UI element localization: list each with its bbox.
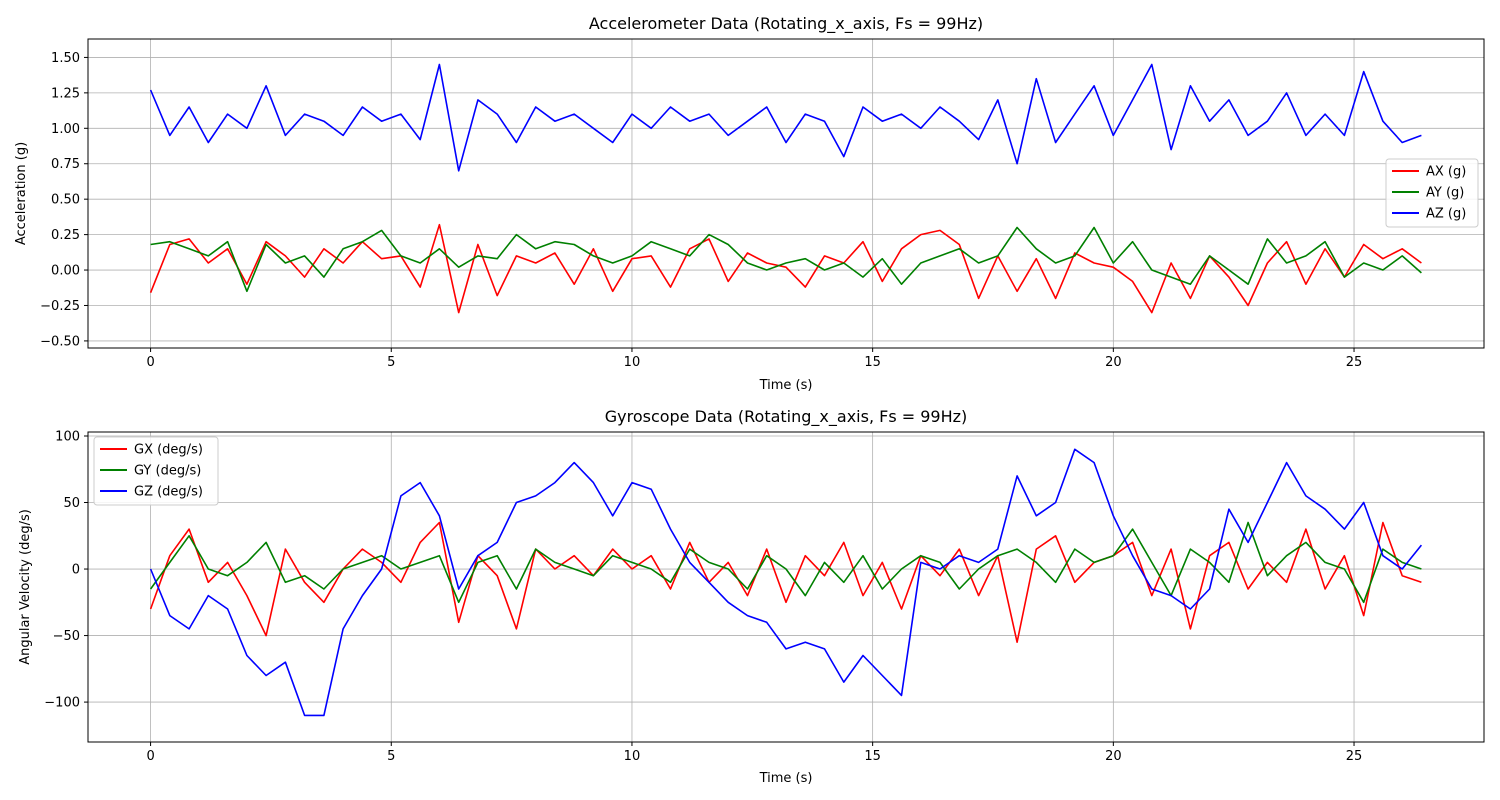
accel-y-tick-label: 0.25: [51, 228, 80, 243]
gyro-x-tick-label: 15: [864, 749, 881, 764]
accel-y-tick-label: 0.75: [51, 157, 80, 172]
accelerometer-chart: Accelerometer Data (Rotating_x_axis, Fs …: [14, 14, 1485, 393]
gyro-x-tick-label: 20: [1105, 749, 1122, 764]
series-ax-line: [149, 223, 1422, 314]
gyro-y-tick-label: 0: [72, 563, 80, 578]
gyroscope-chart-title: Gyroscope Data (Rotating_x_axis, Fs = 99…: [605, 407, 968, 427]
series-gx-line: [149, 521, 1422, 644]
gyroscope-chart: Gyroscope Data (Rotating_x_axis, Fs = 99…: [18, 407, 1485, 786]
gyroscope-x-axis-label: Time (s): [759, 771, 813, 786]
accel-x-tick-label: 20: [1105, 355, 1122, 370]
series-ay-line: [150, 226, 1422, 293]
gyro-x-tick-label: 25: [1346, 749, 1363, 764]
series-gz-line: [149, 448, 1423, 717]
gyro-x-tick-label: 0: [146, 749, 154, 764]
gyro-x-tick-label: 10: [624, 749, 641, 764]
accel-x-tick-label: 25: [1346, 355, 1363, 370]
series-az-line: [149, 63, 1422, 172]
gyroscope-series: [149, 448, 1423, 717]
accel-x-tick-label: 5: [387, 355, 395, 370]
accel-legend-box: [1385, 158, 1479, 228]
accelerometer-ticks: 0 5 10 15 20 25 −0.50 −0.25 0.00 0.25 0.50 0.75 1.00…: [40, 51, 1362, 370]
legend-label-ax: AX (g): [1426, 165, 1466, 180]
legend-label-gx: GX (deg/s): [134, 443, 203, 458]
legend-label-gz: GZ (deg/s): [134, 485, 203, 500]
accel-x-tick-label: 0: [146, 355, 154, 370]
legend-label-ay: AY (g): [1426, 186, 1464, 201]
accel-y-tick-label: 0.50: [51, 193, 80, 208]
gyro-x-tick-label: 5: [387, 749, 395, 764]
accel-x-tick-label: 10: [624, 355, 641, 370]
gyro-legend-box: [93, 436, 219, 506]
accelerometer-grid: [88, 39, 1484, 348]
accelerometer-legend: AX (g) AY (g) AZ (g): [1385, 158, 1479, 228]
gyroscope-y-axis-label: Angular Velocity (deg/s): [18, 509, 33, 665]
gyroscope-plot-frame: [87, 431, 1485, 743]
gyro-y-tick-label: −100: [44, 696, 80, 711]
gyro-y-tick-label: 50: [63, 496, 80, 511]
accel-y-tick-label: −0.50: [40, 334, 80, 349]
gyroscope-legend: GX (deg/s) GY (deg/s) GZ (deg/s): [93, 436, 219, 506]
accelerometer-chart-title: Accelerometer Data (Rotating_x_axis, Fs …: [589, 14, 983, 34]
gyro-y-tick-label: 100: [55, 429, 80, 444]
series-gy-line: [149, 521, 1422, 604]
accelerometer-y-axis-label: Acceleration (g): [14, 142, 29, 245]
accel-y-tick-label: 0.00: [51, 264, 80, 279]
accel-x-tick-label: 15: [864, 355, 881, 370]
accel-y-tick-label: −0.25: [40, 299, 80, 314]
accel-y-tick-label: 1.50: [51, 51, 80, 66]
legend-label-gy: GY (deg/s): [134, 464, 201, 479]
legend-label-az: AZ (g): [1426, 207, 1466, 222]
accelerometer-x-axis-label: Time (s): [759, 378, 813, 393]
accel-y-tick-label: 1.00: [51, 122, 80, 137]
accel-y-tick-label: 1.25: [51, 86, 80, 101]
gyro-y-tick-label: −50: [53, 629, 80, 644]
accelerometer-plot-frame: [87, 38, 1485, 349]
accelerometer-series: [149, 63, 1422, 314]
gyroscope-ticks: 0 5 10 15 20 25 −100 −50 0 50 100: [44, 429, 1362, 764]
